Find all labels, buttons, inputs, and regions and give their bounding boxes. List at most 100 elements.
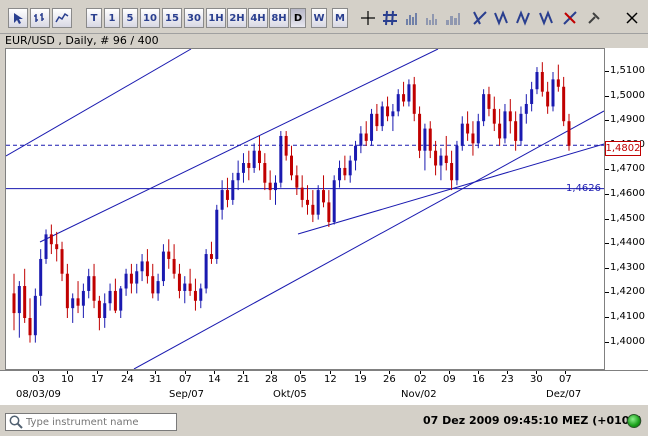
candle-body — [348, 160, 352, 176]
candle-body — [108, 290, 112, 304]
x-tick-label: 21 — [237, 374, 250, 385]
x-tick-label: 02 — [414, 374, 427, 385]
y-tick-label: 1,4100 — [610, 311, 645, 322]
candle-body — [140, 261, 144, 272]
toolbar-button-m5[interactable]: 5 — [122, 8, 138, 28]
trendline-button[interactable] — [470, 8, 489, 28]
y-tick-label: 1,4200 — [610, 286, 645, 298]
toolbar-button-label: D — [293, 12, 303, 24]
candle-body — [39, 258, 43, 296]
delete-drawing-button[interactable] — [560, 8, 579, 28]
toolbar-button-h1[interactable]: 1H — [206, 8, 226, 28]
toolbar-button-h8[interactable]: 8H — [269, 8, 289, 28]
toolbar-button-bar-chart[interactable] — [30, 8, 50, 28]
toolbar-button-cursor[interactable] — [8, 8, 28, 28]
horizontal-line-label: 1,4626 — [566, 183, 601, 194]
candle-body — [119, 288, 123, 311]
x-tick-mark — [300, 371, 301, 374]
candle-body — [380, 106, 384, 127]
current-price-tag: 1,4802 — [605, 141, 641, 156]
close-chart-button[interactable] — [626, 12, 638, 24]
toolbar-button-daily[interactable]: D — [290, 8, 306, 28]
x-tick-mark — [360, 371, 361, 374]
candle-body — [530, 89, 534, 104]
toolbar-button-weekly[interactable]: W — [311, 8, 327, 28]
grid-button[interactable] — [380, 8, 399, 28]
candle-body — [311, 204, 315, 215]
y-tick-mark — [605, 194, 609, 195]
candle-body — [204, 254, 208, 289]
status-bar: 07 Dez 2009 09:45:10 MEZ (+0100) — [0, 404, 648, 436]
candle-body — [28, 318, 32, 336]
y-tick-mark — [605, 95, 609, 97]
x-tick-mark — [536, 371, 537, 374]
x-tick-label: 28 — [265, 374, 278, 385]
x-period-label: Okt/05 — [273, 389, 307, 400]
x-tick-label: 19 — [354, 374, 367, 385]
toolbar-button-tick[interactable]: T — [86, 8, 102, 28]
candle-body — [514, 121, 518, 141]
candle-body — [482, 94, 486, 122]
pitchfork-button[interactable] — [536, 8, 555, 28]
candle-body — [193, 290, 197, 301]
candle-body — [466, 123, 470, 134]
toolbar-button-label: 1 — [108, 12, 116, 24]
candle-body — [402, 94, 406, 102]
y-tick-mark — [605, 120, 609, 122]
x-tick-label: 24 — [121, 374, 134, 385]
toolbar-button-m15[interactable]: 15 — [162, 8, 182, 28]
candle-body — [199, 288, 203, 301]
candle-body — [567, 121, 571, 146]
instrument-search-input[interactable] — [26, 415, 176, 429]
toolbar-button-m10[interactable]: 10 — [140, 8, 160, 28]
candle-body — [135, 271, 139, 284]
bar-chart-icon — [34, 13, 44, 22]
candle-body — [338, 167, 342, 181]
x-period-label: Sep/07 — [169, 389, 204, 400]
toolbar-button-m30[interactable]: 30 — [184, 8, 204, 28]
x-tick-label: 16 — [472, 374, 485, 385]
x-tick-mark — [214, 371, 215, 374]
toolbar-button-h4[interactable]: 4H — [248, 8, 268, 28]
y-tick-mark — [605, 169, 609, 171]
crosshair-button[interactable] — [358, 8, 377, 28]
candle-body — [546, 91, 550, 107]
toolbar-button-h2[interactable]: 2H — [227, 8, 247, 28]
candle-body — [215, 209, 219, 259]
candle-body — [151, 276, 155, 294]
volume-bars-button[interactable] — [422, 8, 441, 28]
x-tick-mark — [507, 371, 508, 374]
candle-body — [343, 167, 347, 176]
chart-area[interactable] — [5, 48, 605, 370]
histogram-button[interactable] — [443, 8, 462, 28]
candle-body — [76, 298, 80, 306]
x-tick-label: 23 — [501, 374, 514, 385]
candle-body — [434, 150, 438, 166]
candle-body — [167, 251, 171, 259]
toolbar-button-label: 8H — [271, 12, 287, 24]
toolbar-button-monthly[interactable]: M — [332, 8, 348, 28]
candle-body — [236, 172, 240, 181]
volume-button[interactable] — [402, 8, 421, 28]
y-tick-label: 1,4500 — [610, 212, 645, 224]
candle-body — [65, 273, 69, 309]
price-chart[interactable] — [6, 49, 604, 369]
candle-body — [290, 155, 293, 176]
toolbar-button-m1[interactable]: 1 — [104, 8, 120, 28]
candle-body — [279, 135, 283, 183]
options-button[interactable] — [584, 8, 603, 28]
x-tick-label: 14 — [208, 374, 221, 385]
channel-button[interactable] — [492, 8, 511, 28]
instrument-search-box[interactable] — [5, 413, 177, 431]
y-tick-mark — [605, 71, 609, 72]
y-tick-mark — [605, 317, 609, 318]
toolbar-button-label: 5 — [126, 12, 134, 24]
fibonacci-button[interactable] — [514, 8, 533, 28]
toolbar-button-label: 2H — [229, 12, 245, 24]
toolbar-button-candle-chart[interactable] — [52, 8, 72, 28]
y-tick-mark — [605, 341, 609, 343]
candle-body — [129, 273, 133, 284]
toolbar-button-label: 30 — [187, 12, 201, 24]
channel-icon — [493, 10, 508, 26]
x-tick-label: 03 — [32, 374, 45, 385]
